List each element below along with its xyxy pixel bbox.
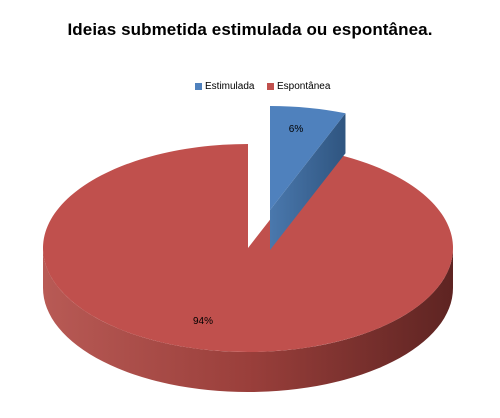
slice-estimulada-side (270, 113, 346, 250)
legend-swatch-espontanea (267, 83, 274, 90)
legend-swatch-estimulada (195, 83, 202, 90)
slice-espontanea-side (43, 248, 453, 392)
slice-estimulada (270, 106, 346, 210)
data-label-espontanea: 94% (193, 316, 213, 327)
chart-title: Ideias submetida estimulada ou espontâne… (67, 20, 433, 39)
legend-label-espontanea: Espontânea (277, 81, 331, 92)
slice-espontanea (43, 144, 454, 352)
legend-label-estimulada: Estimulada (205, 81, 255, 92)
data-label-estimulada: 6% (289, 124, 304, 135)
